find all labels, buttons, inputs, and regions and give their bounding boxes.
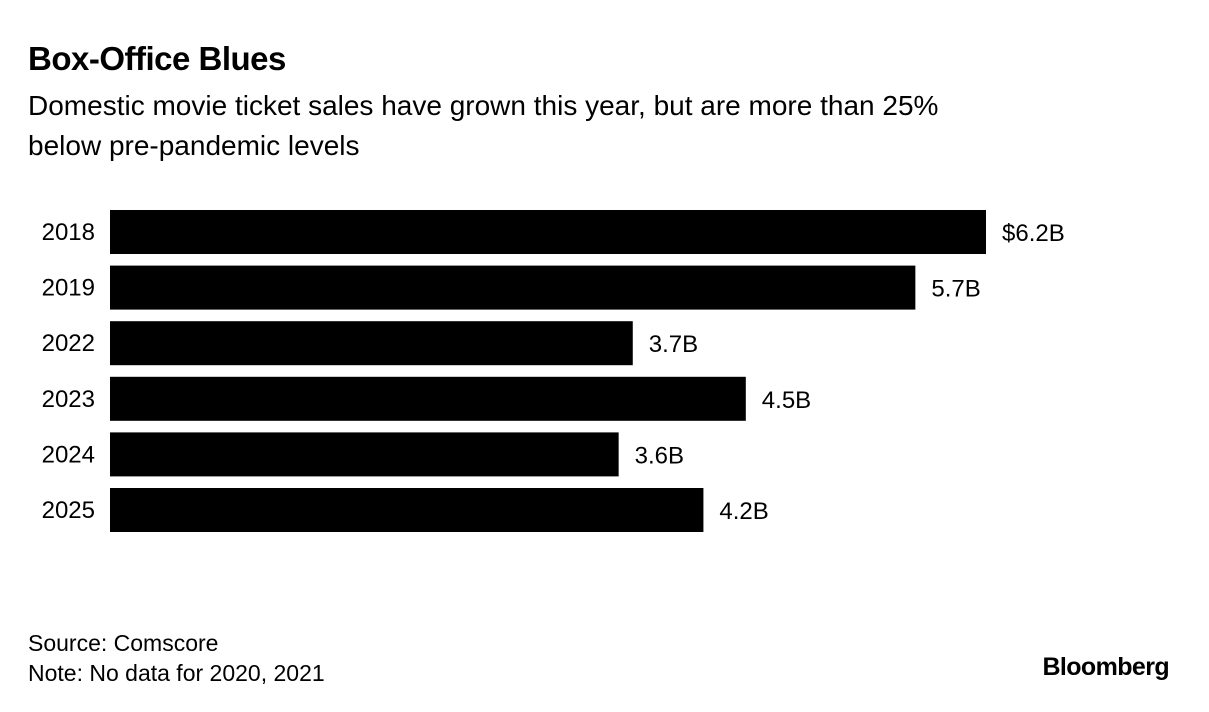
bar-chart: 2018 $6.2B 2019 5.7B 2022 3.7B 2023 4.5B 2024 3.6… — [42, 210, 1065, 532]
chart-subtitle-line-1: Domestic movie ticket sales have grown t… — [28, 90, 939, 121]
category-label-2024: 2024 — [42, 441, 95, 468]
bar-2019 — [110, 265, 916, 310]
category-label-2023: 2023 — [42, 386, 95, 413]
data-label-2023: 4.5B — [762, 387, 811, 414]
bar-2018 — [110, 210, 986, 254]
category-label-2025: 2025 — [42, 497, 95, 524]
chart-subtitle: Domestic movie ticket sales have grown t… — [28, 86, 1178, 166]
category-label-2018: 2018 — [42, 219, 95, 246]
data-note: Note: No data for 2020, 2021 — [28, 660, 325, 686]
bar-2025 — [110, 488, 704, 532]
bar-2024 — [110, 432, 619, 477]
data-label-2022: 3.7B — [649, 331, 698, 358]
bar-2023 — [110, 376, 746, 421]
data-label-2019: 5.7B — [931, 276, 980, 303]
bar-2022 — [110, 321, 633, 366]
data-label-2024: 3.6B — [635, 442, 684, 469]
source-note: Source: Comscore — [28, 630, 219, 656]
category-label-2022: 2022 — [42, 330, 95, 357]
data-label-2018: $6.2B — [1002, 220, 1065, 247]
chart-title: Box-Office Blues — [28, 40, 286, 77]
chart-subtitle-line-2: below pre-pandemic levels — [28, 130, 360, 161]
category-label-2019: 2019 — [42, 275, 95, 302]
bloomberg-logo: Bloomberg — [1042, 653, 1169, 681]
data-label-2025: 4.2B — [719, 498, 768, 525]
